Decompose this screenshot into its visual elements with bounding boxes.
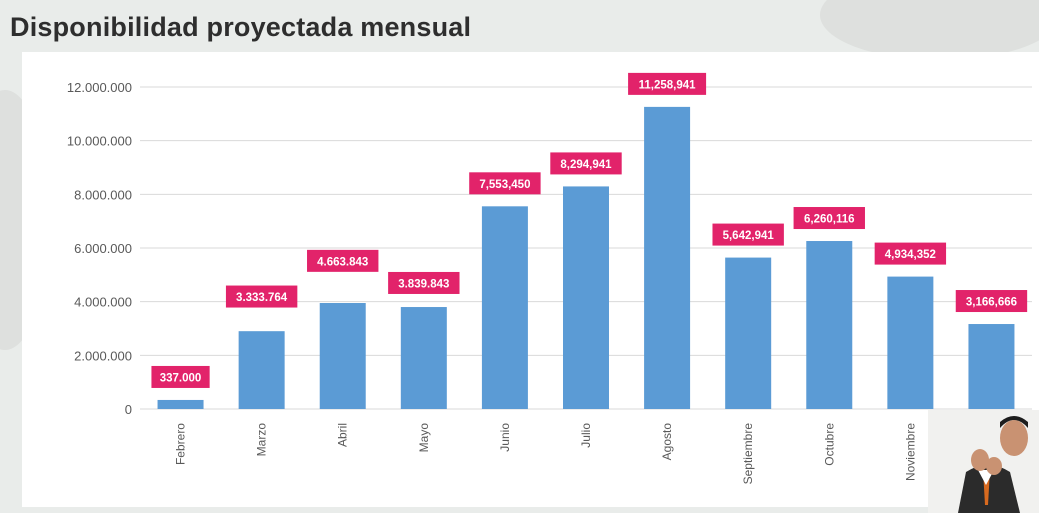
bar [157, 399, 204, 409]
data-label-box [388, 271, 460, 294]
data-label-text: 3.333.764 [236, 292, 288, 304]
data-label: 6,260,116 [793, 207, 865, 230]
data-label-box [151, 365, 210, 388]
x-tick-label: Junio [498, 423, 512, 452]
data-label-text: 11,258,941 [639, 79, 697, 91]
x-tick-label: Febrero [174, 423, 188, 465]
x-tick-label: Octubre [822, 423, 836, 466]
y-tick-label: 8.000.000 [74, 187, 132, 202]
bar [725, 257, 772, 409]
bar [806, 241, 853, 409]
data-label-text: 6,260,116 [804, 214, 855, 226]
interpreter-image [928, 410, 1039, 513]
bar [563, 186, 609, 409]
bar [968, 324, 1015, 409]
data-label-box [307, 249, 379, 272]
data-label: 3,166,666 [955, 290, 1028, 313]
data-label-text: 3.839.843 [398, 278, 449, 290]
sign-language-interpreter-inset [928, 410, 1039, 513]
x-tick-label: Mayo [417, 423, 431, 453]
data-label: 7,553,450 [469, 172, 541, 195]
data-label-box [955, 290, 1028, 313]
data-label-box [225, 285, 298, 308]
bar [481, 206, 528, 409]
data-label-text: 8,294,941 [560, 159, 612, 171]
y-tick-label: 2.000.000 [74, 348, 132, 363]
data-label-text: 337.000 [160, 372, 202, 384]
y-tick-label: 12.000.000 [67, 80, 132, 95]
data-label-box [793, 207, 865, 230]
data-label: 8,294,941 [550, 152, 622, 175]
bar [887, 276, 934, 409]
bar [319, 303, 366, 409]
x-axis-ticks: Febrero Marzo Abril Mayo Junio Julio Agosto Sep… [174, 423, 999, 485]
data-label-text: 4,934,352 [885, 249, 936, 261]
data-labels: 337.000 3.333.764 4.663.843 3.839.843 7,553,… [151, 72, 1028, 388]
y-axis-ticks: 0 2.000.000 4.000.000 6.000.000 8.000.000 10.… [67, 80, 132, 417]
x-tick-label: Septiembre [741, 423, 755, 485]
bar [644, 106, 691, 410]
bar-chart: 0 2.000.000 4.000.000 6.000.000 8.000.000 10.… [67, 72, 1032, 485]
data-label-text: 3,166,666 [966, 297, 1017, 309]
data-label-text: 5,642,941 [723, 230, 775, 242]
data-label-box [628, 72, 707, 95]
x-tick-label: Abril [336, 423, 350, 447]
data-label: 4.663.843 [307, 249, 379, 272]
data-label: 3.839.843 [388, 271, 460, 294]
y-tick-label: 10.000.000 [67, 134, 132, 149]
y-tick-label: 6.000.000 [74, 241, 132, 256]
x-tick-label: Julio [579, 423, 593, 448]
chart-panel: 0 2.000.000 4.000.000 6.000.000 8.000.000 10.… [22, 52, 1039, 507]
x-tick-label: Agosto [660, 423, 674, 461]
data-label-box [550, 152, 622, 175]
data-label: 5,642,941 [712, 223, 784, 246]
bar-series [157, 106, 1015, 410]
y-tick-label: 0 [125, 402, 132, 417]
data-label-box [874, 242, 947, 265]
x-tick-label: Noviembre [903, 423, 917, 481]
data-label: 4,934,352 [874, 242, 947, 265]
data-label-box [712, 223, 784, 246]
data-label: 337.000 [151, 365, 210, 388]
data-label-text: 4.663.843 [317, 256, 368, 268]
bar [238, 331, 285, 409]
background-decoration [820, 0, 1039, 60]
data-label-text: 7,553,450 [479, 179, 530, 191]
data-label-box [469, 172, 541, 195]
page-title: Disponibilidad proyectada mensual [10, 12, 472, 42]
x-tick-label: Marzo [255, 423, 269, 457]
bar [400, 307, 447, 409]
data-label: 3.333.764 [225, 285, 298, 308]
data-label: 11,258,941 [628, 72, 707, 95]
y-tick-label: 4.000.000 [74, 295, 132, 310]
